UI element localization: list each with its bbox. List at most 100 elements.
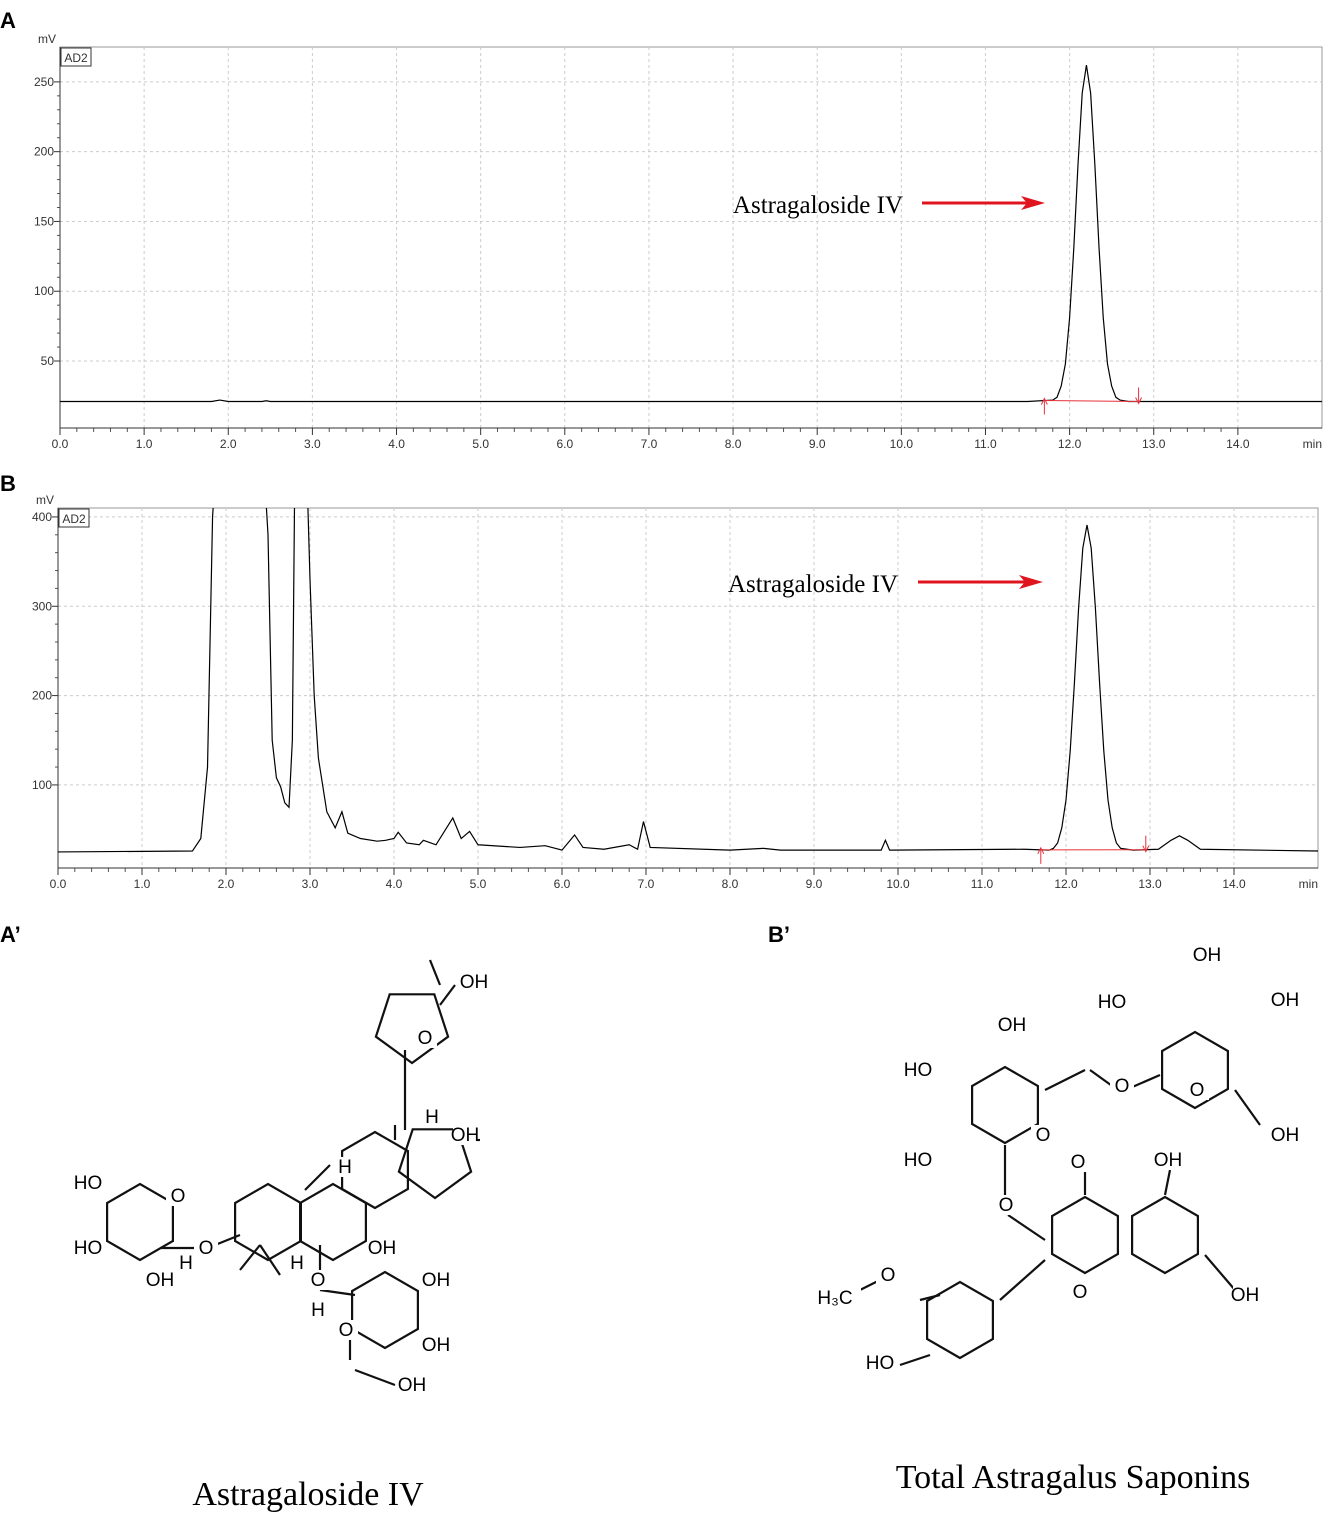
plot-frame — [57, 507, 1319, 869]
x-tick-label: 6.0 — [556, 437, 573, 451]
atom-bg — [1156, 1150, 1180, 1170]
atom-label: HO — [74, 1173, 103, 1194]
atom-bg — [868, 1353, 892, 1373]
atom-bg — [906, 1060, 930, 1080]
x-tick-label: 13.0 — [1142, 437, 1166, 451]
ring — [1160, 1030, 1230, 1110]
panel-label: B’ — [768, 922, 790, 947]
atom-bg — [1273, 990, 1297, 1010]
atom-label: OH — [1231, 1285, 1260, 1306]
ring — [970, 1065, 1040, 1145]
bond — [1007, 1214, 1046, 1241]
x-tick-label: 2.0 — [220, 437, 237, 451]
x-tick-label: 9.0 — [806, 877, 823, 891]
atom-label: O — [881, 1265, 896, 1286]
atom-label: O — [339, 1320, 354, 1341]
atom-bg — [1066, 1152, 1090, 1172]
atom-label: OH — [1271, 1125, 1300, 1146]
atom-bg — [462, 972, 486, 992]
atom-label: OH — [398, 1375, 427, 1396]
y-tick-label: 100 — [34, 284, 54, 298]
y-tick-label: 200 — [34, 145, 54, 159]
x-tick-label: 3.0 — [304, 437, 321, 451]
channel-label: AD2 — [64, 51, 88, 65]
y-tick-label: 50 — [41, 354, 55, 368]
atom-bg — [306, 1300, 330, 1320]
atom-bg — [76, 1173, 100, 1193]
bond — [354, 1368, 396, 1387]
atom-bg — [1031, 1125, 1055, 1145]
integration-baseline — [1044, 400, 1139, 402]
atom-label: HO — [1098, 992, 1127, 1013]
structure-caption: Astragaloside IV — [192, 1476, 424, 1513]
atom-bg — [148, 1270, 172, 1290]
atom-bg — [1110, 1076, 1134, 1096]
atom-label: OH — [368, 1238, 397, 1259]
atom-label: OH — [146, 1270, 175, 1291]
annotation-arrowhead — [1021, 196, 1045, 210]
bond — [1044, 1069, 1086, 1091]
atom-bg — [76, 1238, 100, 1258]
x-tick-label: 12.0 — [1054, 877, 1078, 891]
ring — [341, 1130, 409, 1210]
x-axis-label: min — [1299, 877, 1318, 891]
atom-label: OH — [1271, 990, 1300, 1011]
channel-box — [60, 47, 92, 67]
atom-bg — [1000, 1015, 1024, 1035]
atom-label: O — [311, 1270, 326, 1291]
bond — [428, 959, 442, 986]
bond — [1204, 1254, 1236, 1291]
bond — [919, 1293, 941, 1302]
y-tick-label: 100 — [32, 778, 52, 792]
atom-bg — [994, 1195, 1018, 1215]
x-tick-label: 13.0 — [1138, 877, 1162, 891]
ring — [299, 1182, 367, 1262]
atom-label: OH — [460, 972, 489, 993]
x-tick-label: 8.0 — [725, 437, 742, 451]
atom-bg — [370, 1238, 394, 1258]
x-tick-label: 0.0 — [52, 437, 69, 451]
bond — [239, 1244, 261, 1271]
ring — [1130, 1195, 1200, 1275]
y-tick-label: 150 — [34, 214, 54, 228]
bond — [439, 984, 456, 1006]
x-tick-label: 10.0 — [886, 877, 910, 891]
atom-bg — [876, 1265, 900, 1285]
atom-bg — [420, 1107, 444, 1127]
atom-label: O — [1071, 1152, 1086, 1173]
annotation-arrowhead — [1019, 575, 1043, 589]
atom-label: O — [171, 1186, 186, 1207]
atom-bg — [424, 1270, 448, 1290]
y-tick-label: 300 — [32, 599, 52, 613]
atom-label: OH — [451, 1125, 480, 1146]
atom-label: OH — [1193, 945, 1222, 966]
x-tick-label: 14.0 — [1226, 437, 1250, 451]
atom-label: H — [425, 1107, 439, 1128]
atom-label: O — [1073, 1282, 1088, 1303]
atom-bg — [1185, 1080, 1209, 1100]
x-tick-label: 1.0 — [134, 877, 151, 891]
annotation: Astragaloside IV — [733, 192, 903, 219]
x-tick-label: 9.0 — [809, 437, 826, 451]
atom-bg — [285, 1253, 309, 1273]
atom-bg — [1195, 945, 1219, 965]
y-axis-label: mV — [36, 493, 54, 507]
atom-bg — [1273, 1125, 1297, 1145]
atom-label: H — [311, 1300, 325, 1321]
x-tick-label: 1.0 — [136, 437, 153, 451]
panel-label: A — [0, 8, 16, 33]
panel-label: A’ — [0, 922, 21, 947]
atom-bg — [174, 1253, 198, 1273]
atom-bg — [424, 1335, 448, 1355]
x-tick-label: 11.0 — [974, 437, 997, 451]
ring — [351, 1270, 419, 1350]
bond — [214, 1233, 241, 1247]
atom-label: HO — [904, 1150, 933, 1171]
atom-bg — [333, 1157, 357, 1177]
chromatogram-line — [60, 65, 1322, 403]
atom-bg — [166, 1186, 190, 1206]
atom-bg — [1100, 992, 1124, 1012]
atom-bg — [823, 1288, 861, 1308]
channel-box — [58, 508, 90, 528]
